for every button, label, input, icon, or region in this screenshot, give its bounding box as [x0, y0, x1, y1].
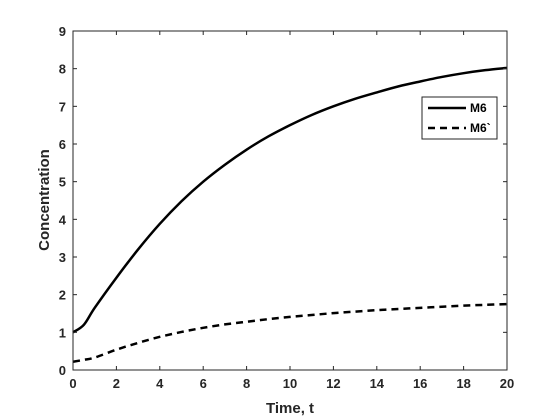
y-tick-label: 2	[59, 288, 66, 303]
x-tick-label: 14	[370, 376, 385, 391]
plot-area	[73, 31, 507, 370]
y-tick-label: 8	[59, 62, 66, 77]
y-tick-label: 5	[59, 175, 66, 190]
x-axis-title: Time, t	[266, 400, 314, 417]
y-tick-label: 6	[59, 137, 66, 152]
x-tick-label: 4	[156, 376, 164, 391]
y-tick-label: 7	[59, 99, 66, 114]
x-tick-label: 12	[326, 376, 340, 391]
series-layer	[72, 66, 508, 363]
x-tick-label: 18	[456, 376, 470, 391]
x-tick-label: 2	[113, 376, 120, 391]
x-tick-label: 20	[500, 376, 514, 391]
y-tick-label: 3	[59, 250, 66, 265]
x-tick-label: 16	[413, 376, 427, 391]
x-tick-label: 6	[200, 376, 207, 391]
series-line-m6	[72, 66, 508, 334]
x-tick-label: 8	[243, 376, 250, 391]
y-axis-title: Concentration	[36, 149, 53, 251]
legend-label-m6: M6	[470, 101, 487, 115]
y-tick-label: 1	[59, 325, 66, 340]
y-tick-label: 4	[59, 212, 67, 227]
legend-label-m6-prime: M6`	[470, 121, 491, 135]
legend: M6 M6`	[421, 96, 498, 140]
legend-box	[421, 96, 498, 140]
y-tick-label: 0	[59, 363, 66, 378]
y-tick-label: 9	[59, 24, 66, 39]
x-tick-label: 0	[69, 376, 76, 391]
x-tick-label: 10	[283, 376, 297, 391]
series-line-m6-prime	[72, 302, 508, 363]
